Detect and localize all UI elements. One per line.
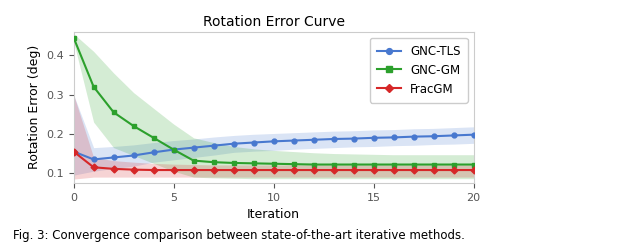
GNC-TLS bbox=[390, 136, 397, 139]
GNC-TLS bbox=[470, 133, 477, 136]
GNC-GM bbox=[270, 162, 278, 165]
GNC-TLS bbox=[130, 154, 138, 157]
Legend: GNC-TLS, GNC-GM, FracGM: GNC-TLS, GNC-GM, FracGM bbox=[370, 38, 468, 102]
GNC-TLS bbox=[110, 156, 118, 159]
Y-axis label: Rotation Error (deg): Rotation Error (deg) bbox=[28, 45, 40, 170]
GNC-GM bbox=[210, 161, 218, 164]
X-axis label: Iteration: Iteration bbox=[247, 208, 300, 221]
GNC-GM bbox=[150, 136, 157, 139]
GNC-GM bbox=[250, 162, 257, 165]
GNC-TLS bbox=[330, 138, 337, 141]
GNC-GM bbox=[310, 163, 317, 166]
FracGM bbox=[170, 169, 177, 172]
FracGM bbox=[330, 169, 337, 172]
GNC-GM bbox=[370, 163, 378, 166]
GNC-GM bbox=[90, 85, 97, 88]
GNC-TLS bbox=[210, 144, 218, 147]
GNC-TLS bbox=[70, 150, 77, 153]
GNC-GM bbox=[130, 124, 138, 127]
GNC-TLS bbox=[90, 158, 97, 161]
GNC-GM bbox=[430, 163, 438, 166]
FracGM bbox=[70, 150, 77, 153]
FracGM bbox=[350, 169, 358, 172]
FracGM bbox=[230, 169, 237, 172]
GNC-GM bbox=[470, 163, 477, 166]
GNC-TLS bbox=[370, 136, 378, 139]
FracGM bbox=[210, 169, 218, 172]
GNC-TLS bbox=[230, 142, 237, 145]
FracGM bbox=[110, 167, 118, 170]
GNC-TLS bbox=[430, 135, 438, 138]
GNC-GM bbox=[170, 148, 177, 151]
GNC-TLS bbox=[270, 140, 278, 143]
FracGM bbox=[150, 169, 157, 172]
GNC-TLS bbox=[290, 139, 298, 142]
FracGM bbox=[130, 168, 138, 171]
FracGM bbox=[430, 169, 438, 172]
GNC-GM bbox=[190, 159, 198, 162]
GNC-TLS bbox=[410, 135, 417, 138]
GNC-GM bbox=[390, 163, 397, 166]
Line: FracGM: FracGM bbox=[71, 149, 476, 173]
FracGM bbox=[310, 169, 317, 172]
FracGM bbox=[390, 169, 397, 172]
Title: Rotation Error Curve: Rotation Error Curve bbox=[203, 15, 344, 29]
Line: GNC-GM: GNC-GM bbox=[71, 35, 476, 167]
FracGM bbox=[90, 166, 97, 169]
FracGM bbox=[450, 169, 458, 172]
GNC-GM bbox=[70, 36, 77, 39]
GNC-GM bbox=[230, 162, 237, 164]
FracGM bbox=[190, 169, 198, 172]
GNC-TLS bbox=[170, 148, 177, 151]
GNC-TLS bbox=[450, 134, 458, 137]
GNC-GM bbox=[410, 163, 417, 166]
FracGM bbox=[370, 169, 378, 172]
GNC-TLS bbox=[150, 151, 157, 154]
GNC-GM bbox=[290, 163, 298, 166]
GNC-TLS bbox=[310, 138, 317, 141]
FracGM bbox=[270, 169, 278, 172]
GNC-GM bbox=[350, 163, 358, 166]
FracGM bbox=[410, 169, 417, 172]
GNC-TLS bbox=[190, 146, 198, 149]
FracGM bbox=[470, 169, 477, 172]
FracGM bbox=[290, 169, 298, 172]
Text: Fig. 3: Convergence comparison between state-of-the-art iterative methods.: Fig. 3: Convergence comparison between s… bbox=[13, 229, 465, 242]
FracGM bbox=[250, 169, 257, 172]
GNC-TLS bbox=[250, 141, 257, 144]
Line: GNC-TLS: GNC-TLS bbox=[71, 132, 476, 162]
GNC-GM bbox=[330, 163, 337, 166]
GNC-GM bbox=[110, 111, 118, 114]
GNC-TLS bbox=[350, 137, 358, 140]
GNC-GM bbox=[450, 163, 458, 166]
